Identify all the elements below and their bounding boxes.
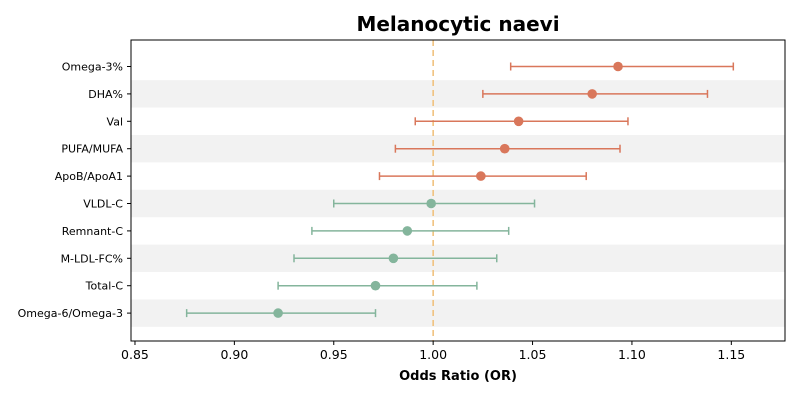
point-estimate: [476, 171, 486, 181]
y-tick-label: Omega-3%: [62, 61, 123, 74]
y-tick-label: Val: [107, 115, 123, 128]
point-estimate: [370, 280, 381, 291]
y-tick-label: PUFA/MUFA: [61, 143, 123, 156]
x-axis: 0.85 0.90 0.95 1.00 1.05 1.10 1.15: [121, 341, 745, 362]
x-tick-label: 1.00: [419, 347, 447, 362]
x-tick-label: 0.95: [320, 347, 348, 362]
y-tick-label: Remnant-C: [62, 225, 124, 238]
plot-frame: [130, 39, 786, 342]
point-estimate: [273, 308, 283, 318]
point-estimate: [613, 61, 623, 72]
point-estimate: [426, 198, 436, 209]
x-tick-label: 1.05: [519, 347, 547, 362]
x-axis-label: Odds Ratio (OR): [399, 369, 517, 384]
x-tick-label: 1.15: [717, 347, 745, 362]
y-tick-label: Total-C: [85, 280, 124, 293]
y-tick-label: M-LDL-FC%: [61, 252, 123, 265]
point-estimate: [587, 89, 597, 99]
x-tick-label: 0.90: [220, 347, 248, 362]
chart-title: Melanocytic naevi: [356, 12, 559, 36]
point-estimate: [499, 143, 510, 154]
y-tick-label: ApoB/ApoA1: [55, 170, 123, 183]
y-tick-label: VLDL-C: [83, 198, 123, 211]
y-tick-label: Omega-6/Omega-3: [18, 307, 123, 320]
x-tick-label: 0.85: [121, 347, 149, 362]
y-tick-label: DHA%: [88, 88, 123, 101]
point-estimate: [402, 226, 413, 236]
point-estimate: [388, 253, 399, 264]
x-tick-label: 1.10: [618, 347, 646, 362]
data-rows-group: [185, 61, 735, 318]
y-axis: Omega-3% DHA% Val PUFA/MUFA ApoB/ApoA1 VLDL-C…: [18, 61, 131, 320]
point-estimate: [513, 116, 524, 127]
